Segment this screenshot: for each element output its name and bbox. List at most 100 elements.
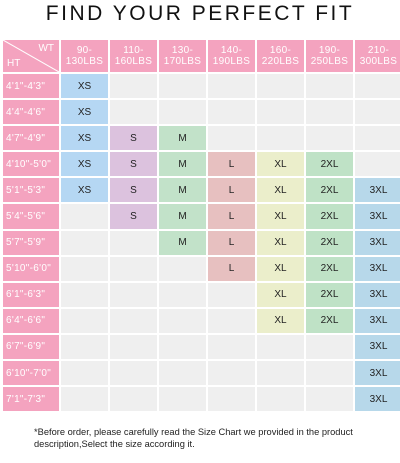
empty-cell bbox=[208, 282, 255, 307]
empty-cell bbox=[208, 308, 255, 333]
size-cell: XL bbox=[257, 152, 304, 177]
empty-cell bbox=[208, 387, 255, 412]
height-header-9: 6'4"-6'6" bbox=[3, 308, 59, 333]
empty-cell bbox=[110, 74, 157, 99]
size-cell: 2XL bbox=[306, 308, 353, 333]
empty-cell bbox=[159, 100, 206, 125]
size-cell: XS bbox=[61, 74, 108, 99]
size-cell: XS bbox=[61, 100, 108, 125]
size-cell: 2XL bbox=[306, 178, 353, 203]
height-header-2: 4'7"-4'9" bbox=[3, 126, 59, 151]
size-cell: 3XL bbox=[355, 282, 400, 307]
empty-cell bbox=[110, 308, 157, 333]
size-cell: XL bbox=[257, 308, 304, 333]
empty-cell bbox=[355, 100, 400, 125]
size-cell: XL bbox=[257, 282, 304, 307]
size-cell: S bbox=[110, 178, 157, 203]
height-header-8: 6'1"-6'3" bbox=[3, 282, 59, 307]
empty-cell bbox=[208, 100, 255, 125]
empty-cell bbox=[208, 74, 255, 99]
height-header-1: 4'4"-4'6" bbox=[3, 100, 59, 125]
size-cell: M bbox=[159, 126, 206, 151]
empty-cell bbox=[257, 100, 304, 125]
size-cell: L bbox=[208, 152, 255, 177]
size-cell: 3XL bbox=[355, 204, 400, 229]
empty-cell bbox=[110, 334, 157, 360]
page-title: FIND YOUR PERFECT FIT bbox=[45, 2, 355, 25]
weight-header-0: 90- 130LBS bbox=[61, 40, 108, 72]
size-cell: 3XL bbox=[355, 334, 400, 360]
empty-cell bbox=[306, 74, 353, 99]
empty-cell bbox=[110, 387, 157, 412]
size-cell: M bbox=[159, 204, 206, 229]
size-cell: 3XL bbox=[355, 230, 400, 255]
size-cell: 3XL bbox=[355, 308, 400, 333]
size-cell: XS bbox=[61, 126, 108, 151]
weight-header-2: 130- 170LBS bbox=[159, 40, 206, 72]
size-cell: 2XL bbox=[306, 204, 353, 229]
size-cell: 2XL bbox=[306, 152, 353, 177]
empty-cell bbox=[257, 361, 304, 386]
size-cell: XL bbox=[257, 256, 304, 281]
weight-header-5: 190- 250LBS bbox=[306, 40, 353, 72]
height-header-4: 5'1"-5'3" bbox=[3, 178, 59, 203]
empty-cell bbox=[355, 126, 400, 151]
size-cell: 3XL bbox=[355, 256, 400, 281]
size-cell: 3XL bbox=[355, 361, 400, 386]
size-cell: XL bbox=[257, 230, 304, 255]
empty-cell bbox=[159, 74, 206, 99]
size-cell: S bbox=[110, 204, 157, 229]
table-corner-header: WT HT bbox=[3, 40, 59, 72]
empty-cell bbox=[306, 387, 353, 412]
height-header-6: 5'7"-5'9" bbox=[3, 230, 59, 255]
empty-cell bbox=[110, 282, 157, 307]
empty-cell bbox=[355, 74, 400, 99]
height-header-0: 4'1"-4'3" bbox=[3, 74, 59, 99]
size-cell: L bbox=[208, 204, 255, 229]
height-header-5: 5'4"-5'6" bbox=[3, 204, 59, 229]
size-cell: XS bbox=[61, 152, 108, 177]
order-note: *Before order, please carefully read the… bbox=[34, 427, 353, 449]
height-header-12: 7'1"-7'3" bbox=[3, 387, 59, 412]
empty-cell bbox=[110, 100, 157, 125]
empty-cell bbox=[110, 256, 157, 281]
empty-cell bbox=[355, 152, 400, 177]
empty-cell bbox=[159, 361, 206, 386]
empty-cell bbox=[61, 387, 108, 412]
empty-cell bbox=[110, 230, 157, 255]
empty-cell bbox=[61, 308, 108, 333]
size-cell: 3XL bbox=[355, 387, 400, 412]
empty-cell bbox=[257, 126, 304, 151]
empty-cell bbox=[208, 361, 255, 386]
size-cell: S bbox=[110, 126, 157, 151]
diagonal-divider bbox=[3, 40, 59, 72]
weight-header-3: 140- 190LBS bbox=[208, 40, 255, 72]
size-cell: M bbox=[159, 178, 206, 203]
height-header-11: 6'10"-7'0" bbox=[3, 361, 59, 386]
empty-cell bbox=[257, 334, 304, 360]
height-header-10: 6'7"-6'9" bbox=[3, 334, 59, 360]
size-cell: 2XL bbox=[306, 282, 353, 307]
height-header-3: 4'10"-5'0" bbox=[3, 152, 59, 177]
empty-cell bbox=[61, 361, 108, 386]
empty-cell bbox=[61, 334, 108, 360]
empty-cell bbox=[61, 230, 108, 255]
weight-header-1: 110- 160LBS bbox=[110, 40, 157, 72]
size-cell: XL bbox=[257, 204, 304, 229]
size-cell: M bbox=[159, 230, 206, 255]
empty-cell bbox=[159, 334, 206, 360]
size-cell: L bbox=[208, 178, 255, 203]
height-header-7: 5'10"-6'0" bbox=[3, 256, 59, 281]
size-cell: XL bbox=[257, 178, 304, 203]
empty-cell bbox=[61, 256, 108, 281]
empty-cell bbox=[257, 387, 304, 412]
empty-cell bbox=[159, 387, 206, 412]
size-cell: L bbox=[208, 256, 255, 281]
weight-header-4: 160- 220LBS bbox=[257, 40, 304, 72]
empty-cell bbox=[208, 334, 255, 360]
size-cell: 2XL bbox=[306, 256, 353, 281]
empty-cell bbox=[306, 334, 353, 360]
empty-cell bbox=[159, 256, 206, 281]
empty-cell bbox=[306, 361, 353, 386]
size-cell: S bbox=[110, 152, 157, 177]
